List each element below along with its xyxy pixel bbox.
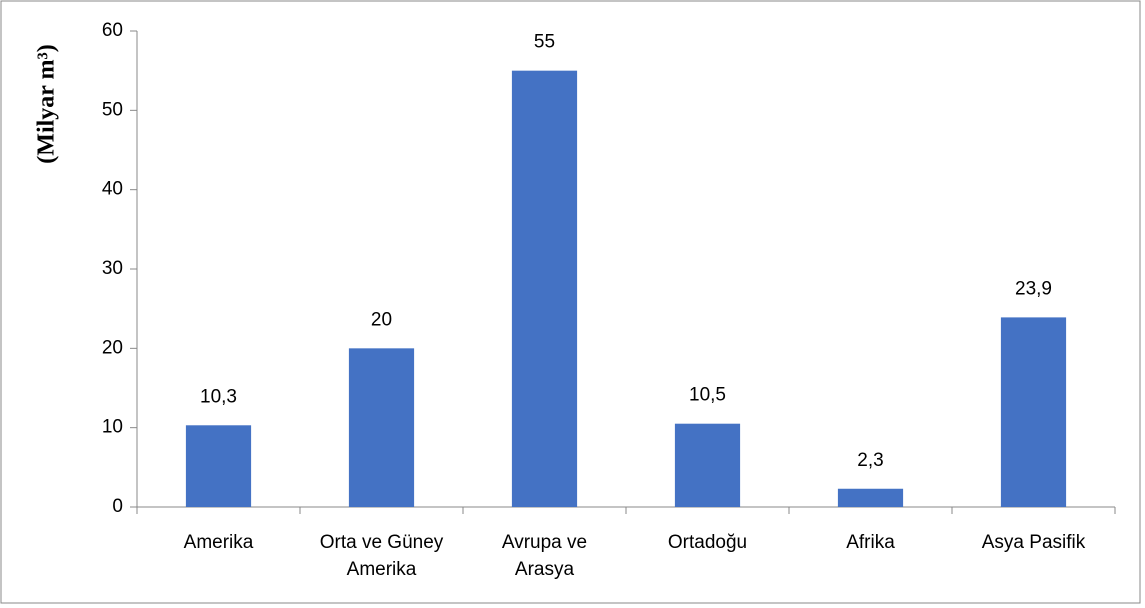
x-tick-label: Ortadoğu <box>667 532 748 553</box>
bar <box>674 423 741 507</box>
bar <box>185 425 252 507</box>
y-axis-label: (Milyar m³) <box>34 44 60 163</box>
data-label: 10,5 <box>689 385 726 406</box>
x-tick-label: Amerika <box>183 532 254 553</box>
y-tick-label: 40 <box>102 179 123 200</box>
x-tick-label: Afrika <box>846 532 895 553</box>
y-tick-label: 30 <box>102 258 123 279</box>
data-label: 10,3 <box>200 386 237 407</box>
bar <box>348 348 415 507</box>
y-tick-label: 50 <box>102 99 123 120</box>
x-tick-label: Asya Pasifik <box>981 532 1086 553</box>
data-label: 2,3 <box>857 450 883 471</box>
data-label: 55 <box>534 32 555 53</box>
bar <box>511 70 578 508</box>
bar <box>1000 317 1067 507</box>
data-label: 20 <box>371 309 392 330</box>
x-tick-label: Avrupa ve Arasya <box>501 532 588 580</box>
y-tick-label: 20 <box>102 337 123 358</box>
y-tick-label: 0 <box>112 496 123 517</box>
x-tick-label: Orta ve Güney Amerika <box>319 532 444 580</box>
y-tick-label: 60 <box>102 20 123 41</box>
bar <box>837 488 904 507</box>
y-tick-label: 10 <box>102 417 123 438</box>
data-label: 23,9 <box>1015 278 1052 299</box>
